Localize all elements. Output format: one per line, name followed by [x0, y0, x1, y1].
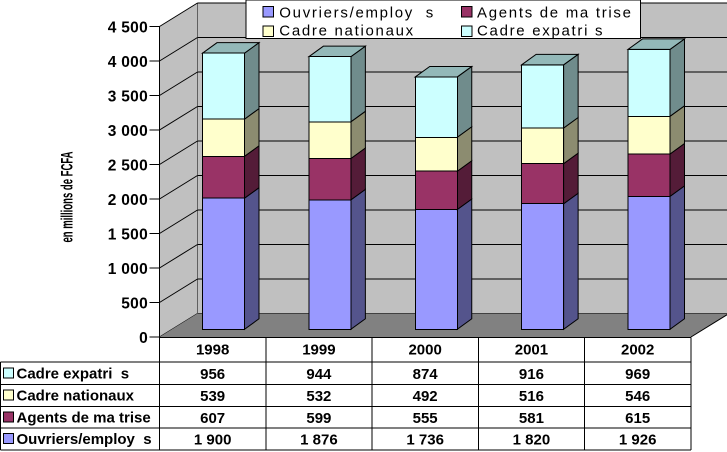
svg-text:969: 969	[625, 366, 650, 383]
svg-text:1 926: 1 926	[619, 432, 657, 449]
svg-text:607: 607	[200, 410, 225, 427]
svg-text:Agents de ma trise: Agents de ma trise	[477, 4, 633, 21]
svg-text:532: 532	[306, 388, 331, 405]
svg-text:2001: 2001	[515, 342, 548, 359]
svg-text:555: 555	[413, 410, 438, 427]
svg-text:1 000: 1 000	[108, 261, 148, 278]
svg-text:Cadre expatri s: Cadre expatri s	[17, 365, 130, 382]
svg-text:3 000: 3 000	[108, 123, 148, 140]
svg-text:539: 539	[200, 388, 225, 405]
svg-text:3 500: 3 500	[108, 89, 148, 106]
svg-text:500: 500	[121, 296, 148, 313]
svg-text:Cadre expatri s: Cadre expatri s	[477, 23, 604, 40]
svg-text:1 876: 1 876	[300, 432, 338, 449]
svg-text:Cadre nationaux: Cadre nationaux	[279, 23, 415, 40]
svg-text:1 900: 1 900	[194, 432, 232, 449]
svg-text:2 500: 2 500	[108, 158, 148, 175]
svg-text:944: 944	[306, 366, 332, 383]
svg-text:916: 916	[519, 366, 544, 383]
svg-text:1 736: 1 736	[406, 432, 444, 449]
svg-text:956: 956	[200, 366, 225, 383]
svg-text:599: 599	[306, 410, 331, 427]
svg-text:546: 546	[625, 388, 650, 405]
svg-text:1998: 1998	[196, 342, 229, 359]
svg-text:581: 581	[519, 410, 544, 427]
svg-text:615: 615	[625, 410, 650, 427]
svg-text:1999: 1999	[302, 342, 335, 359]
svg-text:Ouvriers/employ s: Ouvriers/employ s	[17, 431, 152, 448]
svg-text:0: 0	[139, 330, 148, 347]
svg-text:2000: 2000	[408, 342, 441, 359]
svg-text:1 500: 1 500	[108, 227, 148, 244]
svg-text:4 500: 4 500	[108, 20, 148, 37]
svg-text:Ouvriers/employ s: Ouvriers/employ s	[279, 4, 435, 21]
svg-text:2 000: 2 000	[108, 192, 148, 209]
svg-text:874: 874	[413, 366, 439, 383]
svg-text:516: 516	[519, 388, 544, 405]
svg-text:Agents de ma trise: Agents de ma trise	[17, 409, 151, 426]
svg-text:en millions de FCFA: en millions de FCFA	[59, 151, 77, 242]
svg-text:492: 492	[413, 388, 438, 405]
svg-text:Cadre nationaux: Cadre nationaux	[17, 388, 135, 405]
svg-text:2002: 2002	[621, 342, 654, 359]
svg-text:1 820: 1 820	[513, 432, 551, 449]
svg-text:4 000: 4 000	[108, 54, 148, 71]
